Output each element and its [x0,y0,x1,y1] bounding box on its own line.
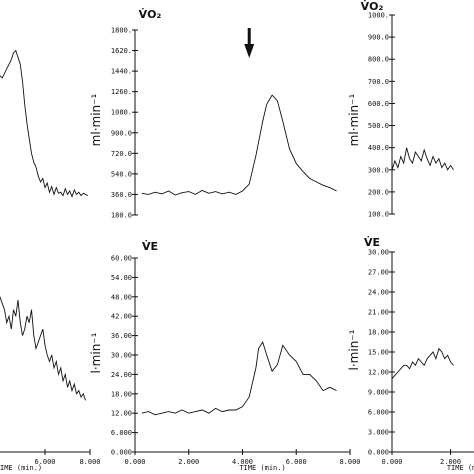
right-ve-ytick-label: 24.00 [368,289,389,297]
center-vo2-ytick-label: 1260. [111,88,132,96]
right-ve-xtick-label: 2.000 [440,458,461,466]
right-vo2-ytick-label: 800.0 [368,56,389,64]
right-ve-ytick-label: 21.00 [368,309,389,317]
left-vo2-series-line [0,49,89,198]
right-vo2-ytick-label: 700.0 [368,78,389,86]
center-ve-xtick-label: 2.000 [178,458,199,466]
right-vo2-ytick-label: 600.0 [368,100,389,108]
center-ve-series-line [141,341,337,416]
right-ve-ytick-label: 6.000 [368,409,389,417]
center-ve-xtick-label: 0.000 [124,458,145,466]
right-ve-title: V̇E [364,236,380,249]
right-ve-ytick-label: 12.00 [368,369,389,377]
right-vo2-ytick-label: 1000. [368,12,389,20]
center-ve-ytick-label: 48.00 [111,293,132,301]
left-ve-x-label: IME (min.) [0,464,42,472]
right-ve-x-label: TIME (min.) [447,464,474,472]
center-ve-xtick-label: 4.000 [232,458,253,466]
center-ve-ytick-label: 24.00 [111,371,132,379]
right-vo2-ytick-label: 200.0 [368,188,389,196]
center-ve-ytick-label: 42.00 [111,313,132,321]
center-ve-ytick-label: 36.00 [111,332,132,340]
center-vo2-ytick-label: 360.0 [111,191,132,199]
center-ve-title: V̇E [142,240,158,253]
right-vo2-ytick-label: 400.0 [368,144,389,152]
center-vo2-ytick-label: 1080. [111,109,132,117]
right-vo2-ytick-label: 300.0 [368,166,389,174]
center-vo2-series-line [141,94,337,196]
right-vo2-ytick-label: 100.0 [368,211,389,219]
right-ve-y-label: l·min⁻¹ [347,329,361,370]
center-vo2-ytick-label: 180.0 [111,212,132,220]
center-vo2-ytick-label: 1620. [111,47,132,55]
right-vo2-title: V̇O₂ [361,0,384,13]
right-ve-xtick-label: 0.000 [381,458,402,466]
right-ve-ytick-label: 15.00 [368,349,389,357]
right-vo2-series-line [391,147,454,171]
center-vo2-ytick-label: 900.0 [111,129,132,137]
center-vo2-y-label: ml·min⁻¹ [89,94,103,147]
right-ve-ytick-label: 27.00 [368,269,389,277]
right-ve-ytick-label: 9.000 [368,389,389,397]
center-ve-y-label: l·min⁻¹ [89,332,103,373]
center-ve-x-label: TIME (min.) [239,464,285,472]
right-ve-ytick-label: 0.000 [368,449,389,457]
center-vo2-ytick-label: 720.0 [111,150,132,158]
right-vo2-ytick-label: 500.0 [368,122,389,130]
center-ve-xtick-label: 6.000 [286,458,307,466]
center-ve-ytick-label: 0.000 [111,449,132,457]
left-ve-series-line [0,296,86,401]
right-vo2-ytick-label: 900.0 [368,34,389,42]
right-ve-ytick-label: 18.00 [368,329,389,337]
center-vo2-title: V̇O₂ [139,8,162,21]
center-vo2-arrow-head [244,44,255,58]
center-ve-ytick-label: 18.00 [111,390,132,398]
right-ve-series-line [391,347,454,379]
center-ve-ytick-label: 30.00 [111,352,132,360]
center-ve-ytick-label: 6.000 [111,429,132,437]
right-vo2-y-label: ml·min⁻¹ [347,94,361,147]
left-ve-xtick-label: 6.000 [34,458,55,466]
right-ve-ytick-label: 3.000 [368,429,389,437]
left-ve-xtick-label: 8.000 [79,458,100,466]
center-vo2-ytick-label: 1800. [111,27,132,35]
center-ve-xtick-label: 8.000 [339,458,360,466]
center-vo2-ytick-label: 540.0 [111,170,132,178]
center-ve-ytick-label: 54.00 [111,274,132,282]
right-ve-ytick-label: 30.00 [368,249,389,257]
center-ve-ytick-label: 60.00 [111,255,132,263]
center-ve-ytick-label: 12.00 [111,410,132,418]
center-vo2-ytick-label: 1440. [111,68,132,76]
